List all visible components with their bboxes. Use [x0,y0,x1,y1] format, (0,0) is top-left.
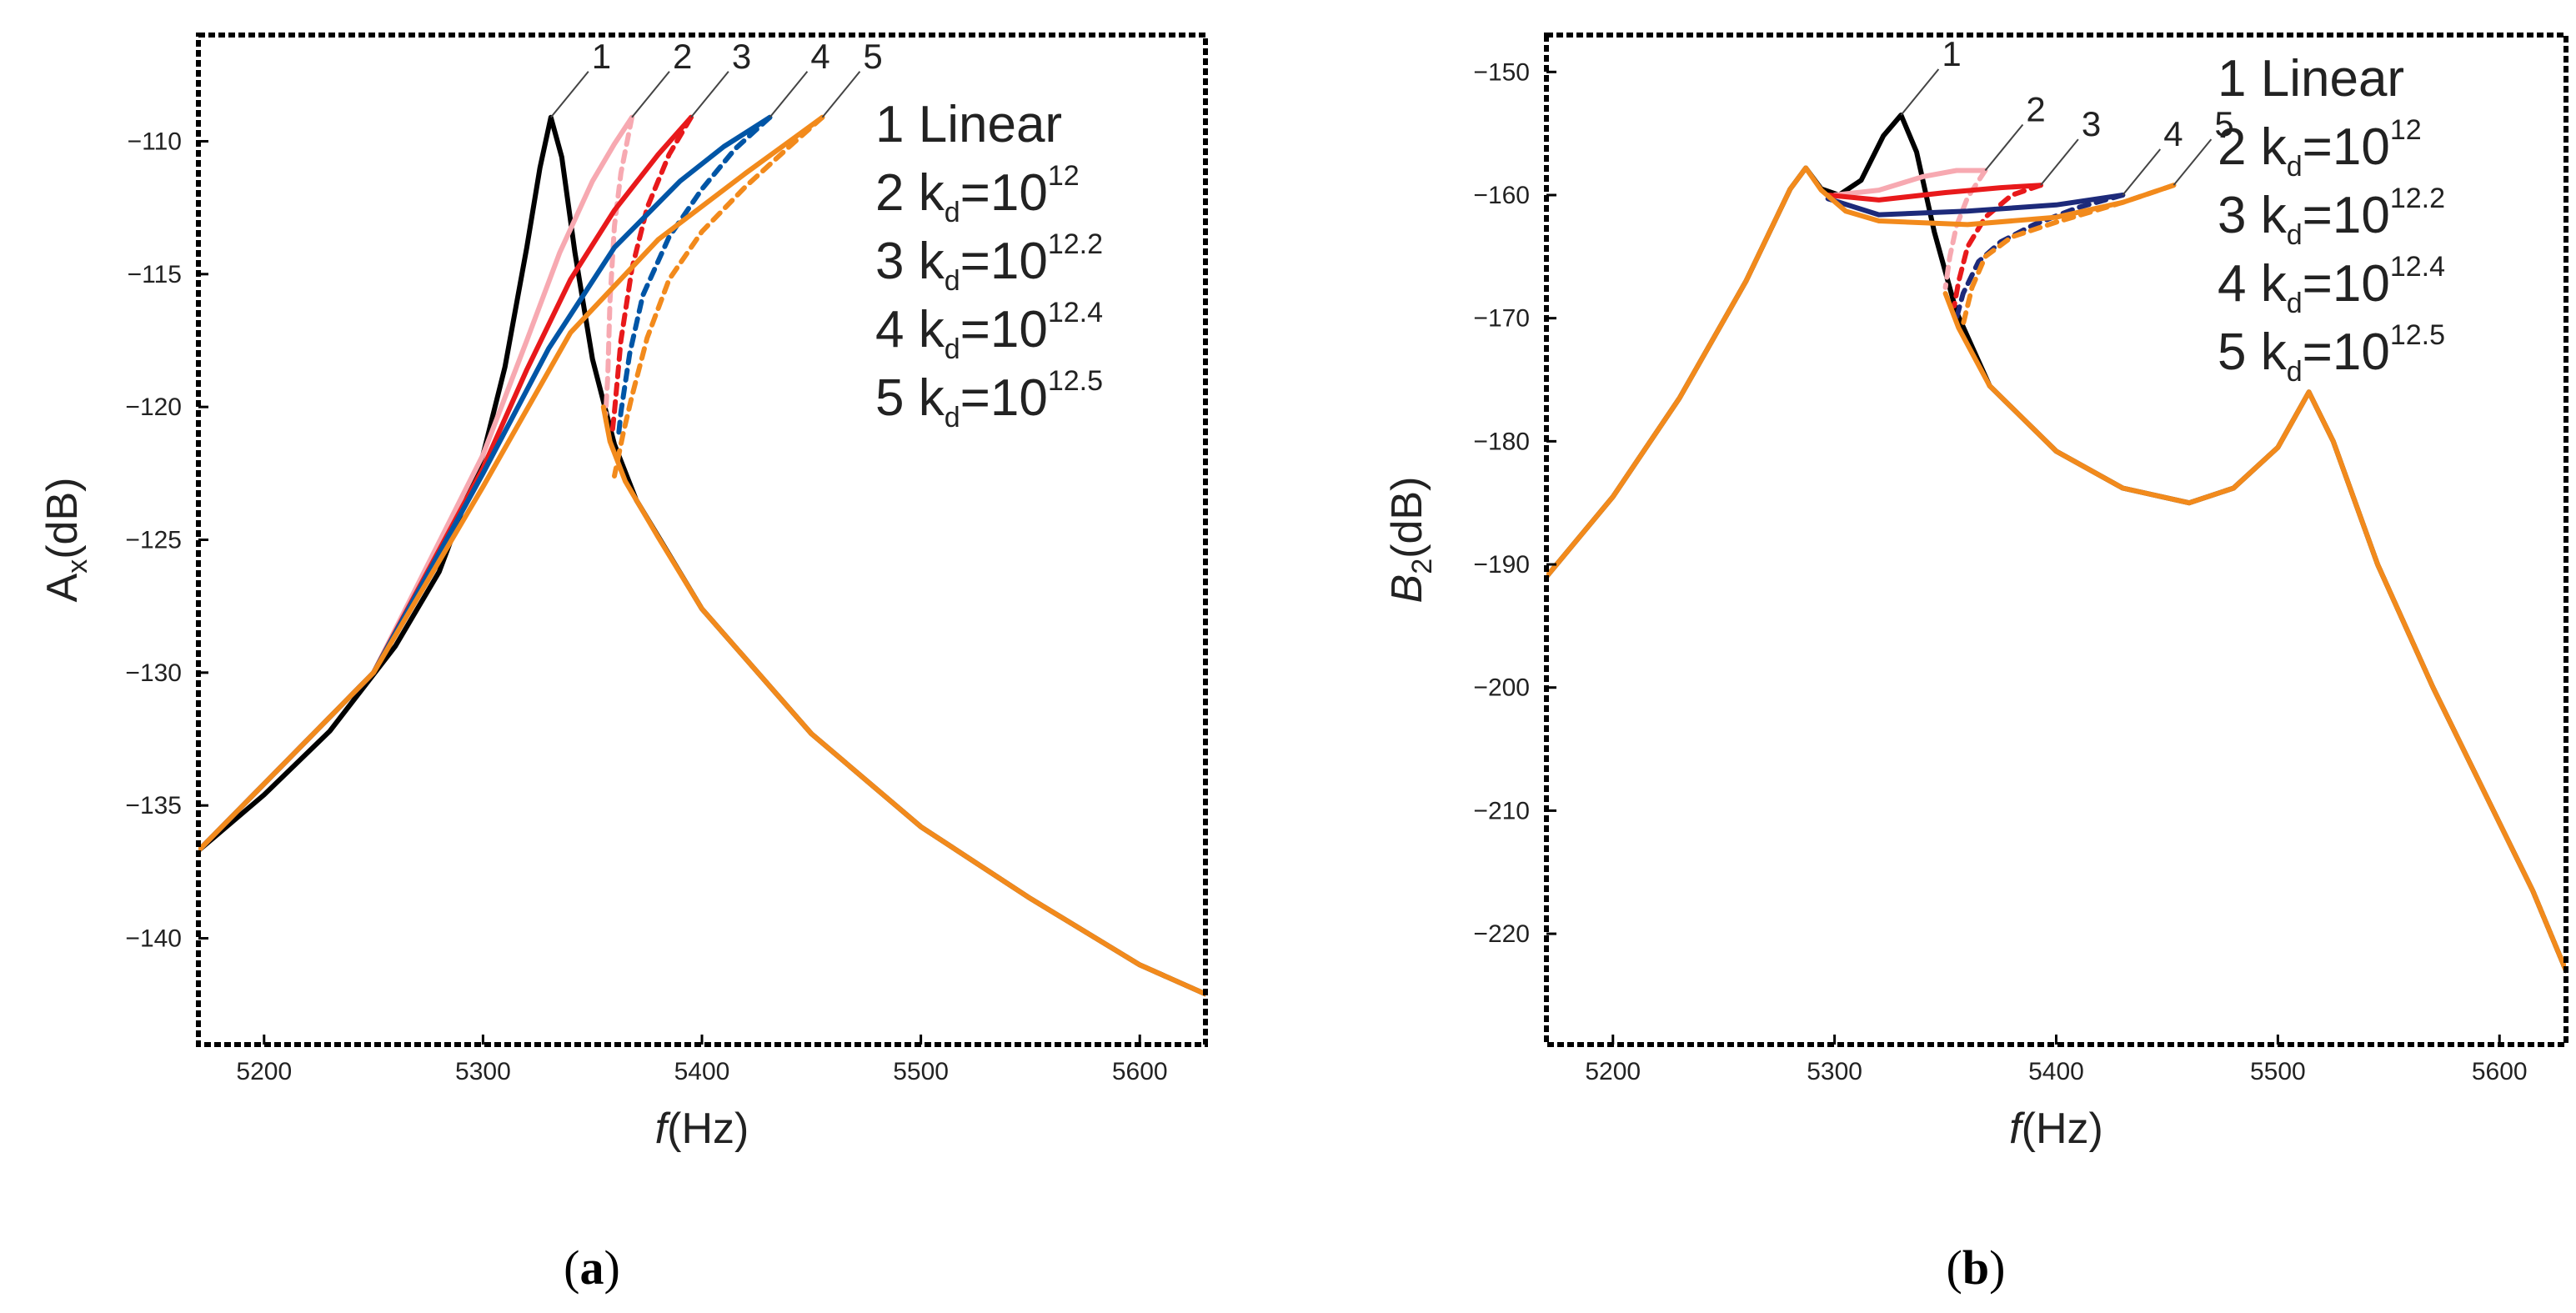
panel-label: (a) [564,1240,620,1295]
y-tick-label: −110 [128,128,182,155]
curve-label-4: 4 [810,37,829,76]
series-line-8 [198,114,825,854]
series-line-2 [198,114,634,854]
y-axis-title: B2(dB) [1383,477,1438,604]
curve-label-3: 3 [732,37,751,76]
y-axis-title: Ax(dB) [38,478,93,603]
series-line-9 [612,114,825,479]
x-tick-label: 5500 [2250,1058,2306,1085]
panel-a: 5200 5300 5400 5500 5600 −110 −115 −120 −125 −130… [38,33,1208,1295]
legend-entry-3: 3 kd=1012.2 [875,228,1103,297]
x-tick-label: 5200 [1585,1058,1641,1085]
series-line-7 [1953,193,2126,321]
x-tick-label: 5600 [2472,1058,2528,1085]
y-tick-label: −125 [125,527,182,554]
y-tick-label: −200 [1473,674,1530,702]
series-line-10 [600,404,1205,997]
series-line-7 [616,114,773,436]
x-tick-label: 5400 [2028,1058,2084,1085]
series-line-1 [1546,113,2566,974]
legend-entry-3: 3 kd=1012.2 [2218,183,2445,251]
curve-label-4: 4 [2163,114,2183,153]
series-line-2 [1832,168,1988,198]
curve-label-2: 2 [673,37,692,76]
panel-b: 5200 5300 5400 5500 5600 −150 −160 −170 −180 −190… [1383,33,2568,1295]
series-line-5 [1952,183,2043,308]
series-line-6 [1825,193,2126,218]
y-tick-label: −170 [1473,305,1530,333]
legend-entry-4: 4 kd=1012.4 [875,297,1103,365]
x-tick-label: 5400 [674,1058,730,1085]
curve-label-1: 1 [1942,34,1961,73]
curve-leader-line [1984,123,2024,172]
y-tick-label: −130 [125,659,182,687]
curve-label-5: 5 [2214,104,2233,143]
y-tick-label: −210 [1473,797,1530,824]
curve-label-2: 2 [2026,89,2045,128]
curve-label-5: 5 [863,37,882,76]
x-tick-label: 5600 [1112,1058,1168,1085]
y-tick-label: −220 [1473,920,1530,948]
curve-leader-line [2122,148,2162,196]
legend-entry-1: 1 Linear [2218,50,2404,108]
curve-leader-line [690,71,729,118]
panel-label: (b) [1947,1240,2006,1295]
curve-leader-line [769,71,809,118]
plot-frame [196,33,1208,1047]
curve-leader-line [631,71,670,118]
plot-frame [1544,33,2568,1047]
legend-entry-5: 5 kd=1012.5 [875,365,1103,433]
x-axis-title: f(Hz) [2009,1105,2103,1153]
series-line-4 [1825,183,2043,203]
series-group [1546,113,2566,974]
y-tick-label: −135 [125,792,182,819]
series-line-4 [198,114,694,854]
y-tick-label: −180 [1473,428,1530,455]
y-tick-label: −150 [1473,58,1530,86]
x-tick-label: 5500 [893,1058,949,1085]
x-tick-label: 5300 [1807,1058,1862,1085]
y-tick-label: −190 [1473,551,1530,579]
curve-label-3: 3 [2082,104,2101,143]
legend-entry-2: 2 kd=1012 [2218,114,2422,183]
legend-entry-5: 5 kd=1012.5 [2218,319,2445,388]
legend-entry-2: 2 kd=1012 [875,160,1080,228]
curve-leader-line [2040,138,2079,186]
series-line-9 [1960,183,2177,328]
series-line-10 [1942,291,2566,974]
curve-leader-line [1900,68,1940,116]
curve-leader-line [550,71,589,118]
legend-entry-1: 1 Linear [875,96,1062,153]
series-line-8 [1546,165,2177,579]
x-tick-label: 5200 [236,1058,292,1085]
x-tick-label: 5300 [455,1058,511,1085]
series-group [198,114,1205,997]
curve-leader-line [821,71,861,118]
series-line-3 [603,114,634,418]
legend-entry-4: 4 kd=1012.4 [2218,251,2445,319]
x-axis-title: f(Hz) [655,1105,749,1153]
curve-leader-line [2173,138,2213,186]
y-tick-label: −115 [128,261,182,288]
y-tick-label: −140 [125,925,182,953]
y-tick-label: −160 [1473,182,1530,209]
y-tick-label: −120 [125,393,182,421]
curve-label-1: 1 [592,37,611,76]
